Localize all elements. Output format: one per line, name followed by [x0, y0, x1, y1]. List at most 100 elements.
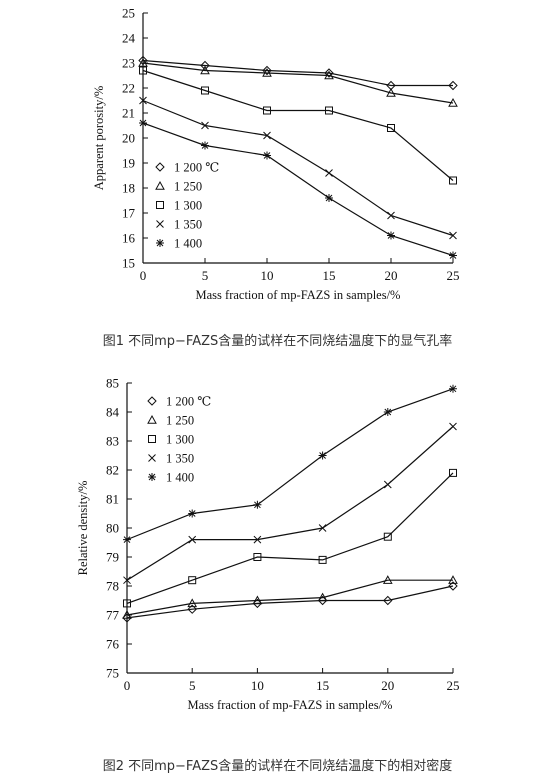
data-point — [324, 68, 334, 78]
legend: 1 200 ℃ 1 250 1 300 1 350 1 400 — [147, 395, 211, 485]
legend-label: 1 250 — [174, 180, 202, 194]
series-line — [142, 122, 454, 257]
data-point — [449, 422, 457, 431]
data-point — [201, 141, 209, 150]
series-4 — [123, 422, 457, 585]
data-point — [382, 575, 393, 584]
y-tick-label: 83 — [106, 434, 119, 449]
legend-marker — [147, 414, 157, 424]
series-3 — [123, 468, 457, 608]
data-point — [188, 535, 197, 544]
y-tick-label: 75 — [106, 666, 119, 681]
y-tick-label: 18 — [122, 181, 135, 196]
legend-marker — [156, 220, 164, 228]
data-point — [387, 211, 395, 220]
data-point — [325, 194, 333, 202]
data-point — [317, 592, 328, 602]
data-point — [449, 231, 457, 240]
series-2 — [138, 57, 458, 107]
data-point — [262, 65, 272, 76]
apparent-porosity-chart: 15 16 17 18 19 20 21 22 23 24 25 0 5 10 15 20 25 Mass fra… — [0, 0, 555, 330]
y-tick-label: 25 — [122, 6, 135, 21]
legend-marker — [147, 396, 157, 406]
series-1 — [122, 581, 458, 623]
data-point — [383, 595, 393, 606]
data-point — [253, 500, 262, 509]
data-point — [383, 480, 392, 489]
series-line — [142, 62, 454, 104]
x-tick-label: 0 — [140, 268, 147, 283]
data-point — [138, 55, 148, 66]
x-tick-label: 5 — [202, 268, 209, 283]
x-tick-label: 0 — [124, 678, 131, 693]
data-point — [263, 106, 271, 115]
data-point — [262, 67, 272, 77]
y-tick-label: 16 — [122, 231, 136, 246]
legend-marker — [156, 239, 164, 247]
legend-marker — [148, 435, 156, 443]
data-point — [139, 119, 147, 127]
relative-density-chart: 75 76 77 78 79 80 81 82 83 84 85 0 5 10 15 20 25 Mass fra… — [0, 365, 555, 745]
y-tick-label: 80 — [106, 521, 119, 536]
legend-marker — [155, 162, 165, 172]
series-line — [142, 99, 454, 237]
y-tick-label: 82 — [106, 463, 119, 478]
data-point — [123, 535, 131, 544]
x-tick-label: 5 — [189, 678, 196, 693]
data-point — [318, 451, 327, 460]
x-tick-label: 10 — [261, 268, 274, 283]
y-tick-label: 15 — [122, 256, 135, 271]
data-point — [123, 576, 131, 585]
apparent-porosity-plot: 15 16 17 18 19 20 21 22 23 24 25 0 5 10 15 20 25 Mass fra… — [92, 6, 460, 303]
data-point — [138, 57, 148, 67]
data-point — [188, 509, 197, 518]
series-line — [142, 69, 454, 181]
data-point — [448, 97, 458, 107]
y-tick-label: 23 — [122, 56, 135, 71]
data-point — [318, 555, 327, 564]
legend-label: 1 250 — [166, 414, 194, 428]
y-axis-title: Relative density/% — [76, 481, 90, 576]
data-point — [253, 553, 262, 561]
data-point — [201, 121, 209, 130]
legend-marker — [148, 454, 156, 462]
legend-label: 1 350 — [174, 218, 202, 232]
data-point — [318, 524, 327, 532]
legend-label: 1 300 — [166, 433, 194, 447]
figure-2-caption: 图2 不同mp−FAZS含量的试样在不同烧结温度下的相对密度 — [102, 759, 453, 774]
y-tick-label: 22 — [122, 81, 135, 96]
y-tick-label: 17 — [122, 206, 136, 221]
data-point — [383, 408, 392, 416]
data-point — [201, 86, 209, 95]
y-tick-label: 84 — [106, 405, 120, 420]
y-tick-label: 78 — [106, 579, 119, 594]
data-point — [122, 609, 132, 619]
series-5 — [139, 119, 457, 260]
data-point — [187, 598, 198, 608]
data-point — [263, 131, 271, 140]
data-point — [123, 599, 131, 608]
y-tick-label: 24 — [122, 31, 136, 46]
legend-label: 1 200 ℃ — [166, 395, 211, 409]
data-point — [387, 124, 395, 132]
series-3 — [139, 66, 457, 185]
y-tick-label: 21 — [122, 106, 135, 121]
data-point — [252, 595, 263, 605]
x-tick-label: 20 — [385, 268, 398, 283]
y-tick-label: 81 — [106, 492, 119, 507]
legend-label: 1 400 — [174, 237, 202, 251]
data-point — [253, 535, 262, 544]
data-point — [325, 169, 333, 177]
data-point — [449, 384, 457, 393]
data-point — [324, 70, 334, 80]
series-4 — [139, 96, 457, 240]
series-5 — [123, 384, 457, 544]
x-tick-label: 25 — [447, 678, 460, 693]
data-point — [448, 581, 458, 591]
series-line — [126, 579, 453, 616]
legend-label: 1 400 — [166, 471, 194, 485]
data-point — [263, 151, 271, 160]
relative-density-plot: 75 76 77 78 79 80 81 82 83 84 85 0 5 10 15 20 25 Mass fra… — [76, 376, 460, 713]
series-line — [142, 59, 453, 87]
y-tick-label: 77 — [106, 608, 120, 623]
